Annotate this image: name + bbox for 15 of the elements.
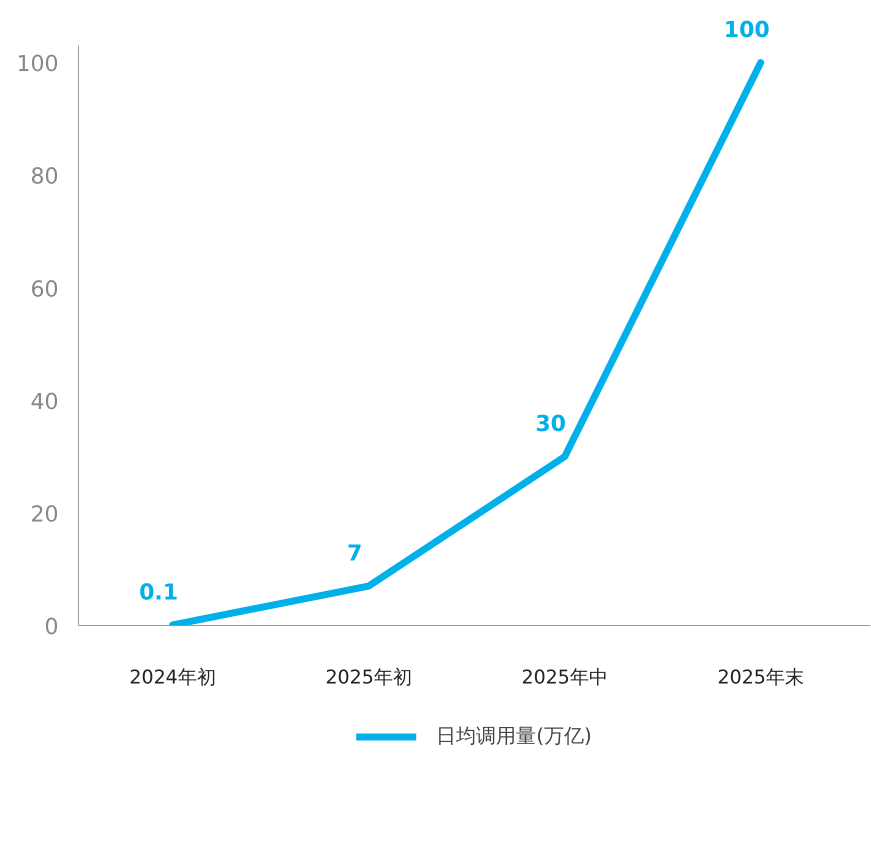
- x-tick-label: 2025年中: [522, 666, 608, 688]
- y-tick-label: 20: [30, 502, 59, 528]
- data-label: 30: [535, 412, 566, 438]
- x-tick-label: 2025年初: [325, 666, 412, 688]
- y-tick-label: 60: [30, 277, 59, 302]
- x-tick-label: 2025年末: [718, 666, 804, 688]
- y-tick-label: 40: [30, 390, 59, 415]
- x-tick-label: 2024年初: [129, 666, 216, 688]
- data-label: 7: [346, 542, 362, 567]
- data-label: 0.1: [139, 580, 178, 606]
- y-tick-label: 80: [30, 164, 59, 190]
- legend-label: 日均调用量(万亿): [436, 722, 592, 750]
- data-label: 100: [724, 18, 770, 44]
- y-tick-label: 0: [44, 615, 59, 640]
- y-tick-label: 100: [16, 52, 59, 78]
